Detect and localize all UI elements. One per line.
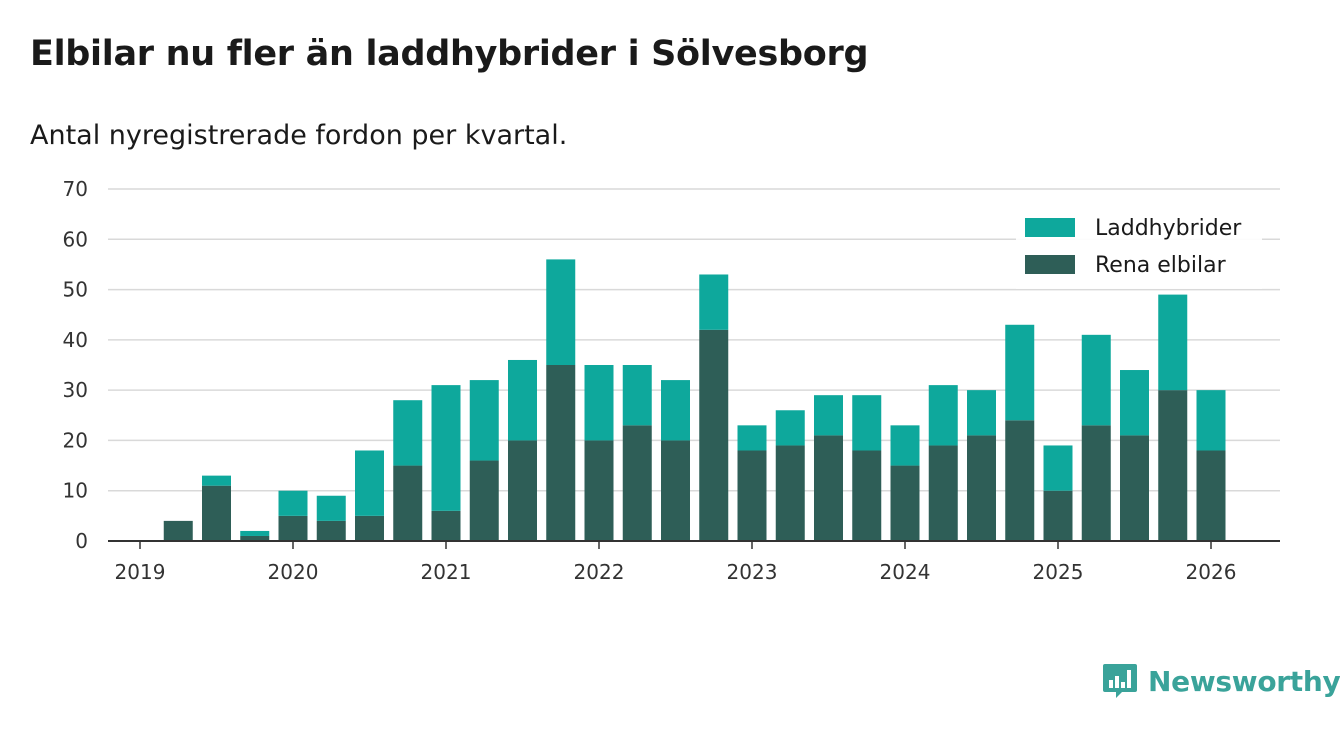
- y-tick-label: 20: [63, 428, 88, 452]
- bar-rena-elbilar[interactable]: [508, 440, 537, 541]
- bar-laddhybrider[interactable]: [890, 425, 920, 466]
- bar-laddhybrider[interactable]: [393, 400, 423, 466]
- legend: Laddhybrider Rena elbilar: [1016, 205, 1262, 289]
- bar-laddhybrider[interactable]: [1043, 445, 1073, 491]
- x-tick-label: 2021: [421, 560, 472, 584]
- legend-swatch: [1025, 255, 1075, 274]
- bar-laddhybrider[interactable]: [1120, 370, 1149, 436]
- legend-label: Laddhybrider: [1095, 216, 1242, 241]
- bar-laddhybrider[interactable]: [469, 380, 499, 461]
- chart-subtitle: Antal nyregistrerade fordon per kvartal.: [30, 120, 568, 151]
- x-tick-label: 2019: [115, 560, 166, 584]
- bar-laddhybrider[interactable]: [775, 410, 805, 446]
- bar-laddhybrider[interactable]: [508, 359, 537, 441]
- bar-rena-elbilar[interactable]: [622, 425, 652, 541]
- bar-laddhybrider[interactable]: [202, 475, 231, 486]
- bar-rena-elbilar[interactable]: [852, 450, 882, 541]
- brand-name: Newsworthy: [1148, 664, 1340, 698]
- bar-rena-elbilar[interactable]: [928, 445, 958, 541]
- bar-rena-elbilar[interactable]: [1196, 450, 1226, 541]
- bar-chart-speech-icon: [1103, 664, 1137, 698]
- bar-rena-elbilar[interactable]: [393, 465, 423, 541]
- bar-rena-elbilar[interactable]: [1081, 425, 1111, 541]
- bar-laddhybrider[interactable]: [1081, 334, 1111, 426]
- bars: [163, 259, 1226, 541]
- bar-rena-elbilar[interactable]: [775, 445, 805, 541]
- bar-laddhybrider[interactable]: [240, 530, 270, 536]
- bar-rena-elbilar[interactable]: [1043, 490, 1073, 541]
- bar-rena-elbilar[interactable]: [661, 440, 690, 541]
- newsworthy-brand[interactable]: Newsworthy: [1102, 662, 1340, 700]
- bar-rena-elbilar[interactable]: [1005, 420, 1035, 541]
- bar-rena-elbilar[interactable]: [163, 520, 193, 541]
- bar-rena-elbilar[interactable]: [202, 485, 231, 541]
- y-tick-label: 70: [63, 177, 88, 201]
- axes: 0 10 20 30 40 50 60 70 2019 2020 2021 2022 2023 2024 2…: [63, 177, 1280, 584]
- bar-rena-elbilar[interactable]: [1120, 435, 1149, 541]
- y-tick-label: 50: [63, 278, 88, 302]
- bar-rena-elbilar[interactable]: [431, 510, 461, 541]
- bar-laddhybrider[interactable]: [737, 425, 767, 451]
- bar-laddhybrider[interactable]: [852, 395, 882, 451]
- y-tick-label: 40: [63, 328, 88, 352]
- bar-rena-elbilar[interactable]: [278, 515, 308, 541]
- x-tick-label: 2025: [1033, 560, 1084, 584]
- x-tick-label: 2024: [880, 560, 931, 584]
- bar-rena-elbilar[interactable]: [737, 450, 767, 541]
- bar-rena-elbilar[interactable]: [1158, 390, 1188, 541]
- x-tick-label: 2020: [268, 560, 319, 584]
- bar-laddhybrider[interactable]: [661, 380, 690, 441]
- bar-rena-elbilar[interactable]: [967, 435, 996, 541]
- bar-laddhybrider[interactable]: [431, 385, 461, 511]
- bar-rena-elbilar[interactable]: [699, 329, 729, 541]
- x-tick-label: 2023: [727, 560, 778, 584]
- bar-rena-elbilar[interactable]: [584, 440, 614, 541]
- bar-laddhybrider[interactable]: [814, 395, 843, 436]
- y-tick-label: 30: [63, 378, 88, 402]
- x-tick-label: 2022: [574, 560, 625, 584]
- y-tick-label: 0: [75, 529, 88, 553]
- y-tick-label: 60: [63, 227, 88, 251]
- bar-laddhybrider[interactable]: [1005, 324, 1035, 421]
- bar-laddhybrider[interactable]: [355, 450, 384, 516]
- bar-laddhybrider[interactable]: [546, 259, 576, 365]
- legend-label: Rena elbilar: [1095, 253, 1227, 278]
- bar-laddhybrider[interactable]: [622, 365, 652, 426]
- chart-title: Elbilar nu fler än laddhybrider i Sölves…: [30, 34, 869, 74]
- bar-laddhybrider[interactable]: [278, 490, 308, 516]
- bar-rena-elbilar[interactable]: [240, 535, 270, 541]
- bar-laddhybrider[interactable]: [699, 274, 729, 330]
- bar-rena-elbilar[interactable]: [469, 460, 499, 541]
- bar-laddhybrider[interactable]: [584, 365, 614, 441]
- bar-laddhybrider[interactable]: [928, 385, 958, 446]
- bar-laddhybrider[interactable]: [1158, 294, 1188, 391]
- bar-rena-elbilar[interactable]: [814, 435, 843, 541]
- legend-swatch: [1025, 218, 1075, 237]
- bar-laddhybrider[interactable]: [1196, 390, 1226, 451]
- bar-laddhybrider[interactable]: [967, 390, 996, 436]
- bar-laddhybrider[interactable]: [316, 495, 346, 521]
- x-tick-label: 2026: [1186, 560, 1237, 584]
- bar-rena-elbilar[interactable]: [355, 515, 384, 541]
- bar-rena-elbilar[interactable]: [546, 365, 576, 541]
- bar-rena-elbilar[interactable]: [890, 465, 920, 541]
- y-tick-label: 10: [63, 479, 88, 503]
- bar-rena-elbilar[interactable]: [316, 520, 346, 541]
